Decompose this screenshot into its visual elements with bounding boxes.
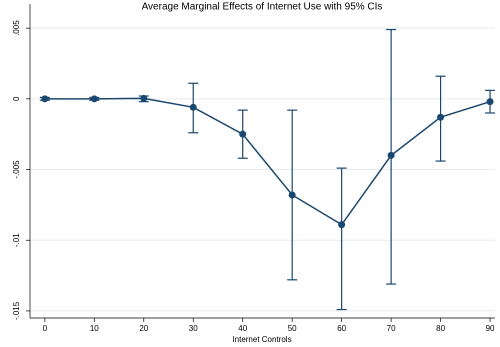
x-tick-label: 40 xyxy=(238,324,247,333)
x-tick-label: 60 xyxy=(337,324,346,333)
chart-title: Average Marginal Effects of Internet Use… xyxy=(142,2,383,13)
y-tick-label: -.015 xyxy=(12,301,21,320)
x-tick-label: 50 xyxy=(288,324,297,333)
y-tick-label: 0 xyxy=(12,96,21,101)
point xyxy=(387,151,395,159)
line xyxy=(44,97,491,226)
x-axis-label: Internet Controls xyxy=(232,335,291,344)
point xyxy=(189,103,197,111)
point xyxy=(140,94,148,102)
x-tick-label: 80 xyxy=(436,324,445,333)
error-bar xyxy=(336,167,347,311)
x-tick-label: 30 xyxy=(189,324,198,333)
point xyxy=(90,95,98,103)
point xyxy=(288,191,296,199)
point xyxy=(338,221,346,229)
point xyxy=(41,95,49,103)
x-tick-label: 10 xyxy=(90,324,99,333)
point xyxy=(239,130,247,138)
point xyxy=(437,113,445,121)
y-tick-label: .005 xyxy=(12,20,21,36)
x-tick-label: 20 xyxy=(139,324,148,333)
x-tick-label: 90 xyxy=(486,324,495,333)
x-tick-label: 0 xyxy=(43,324,48,333)
y-tick-label: -.01 xyxy=(12,233,21,247)
y-tick-label: -.005 xyxy=(12,160,21,179)
point xyxy=(486,98,494,106)
x-tick-label: 70 xyxy=(387,324,396,333)
